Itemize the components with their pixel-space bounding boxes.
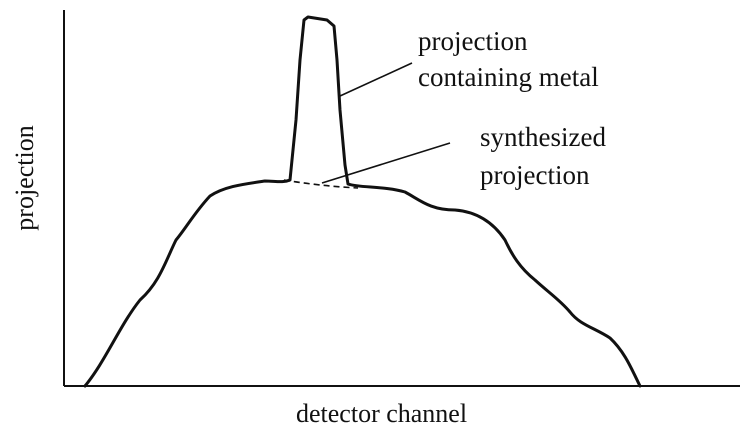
- synthesized-leader-line: [321, 142, 451, 184]
- synthesized-annotation-line2: projection: [480, 160, 590, 190]
- y-axis-label: projection: [10, 125, 39, 230]
- metal-annotation-line1: projection: [418, 26, 528, 56]
- x-axis-label: detector channel: [296, 399, 467, 428]
- metal-leader-line: [339, 62, 413, 97]
- metal-annotation-line2: containing metal: [418, 62, 599, 92]
- projection-curve: [83, 15, 642, 388]
- synthesized-annotation-line1: synthesized: [480, 122, 606, 152]
